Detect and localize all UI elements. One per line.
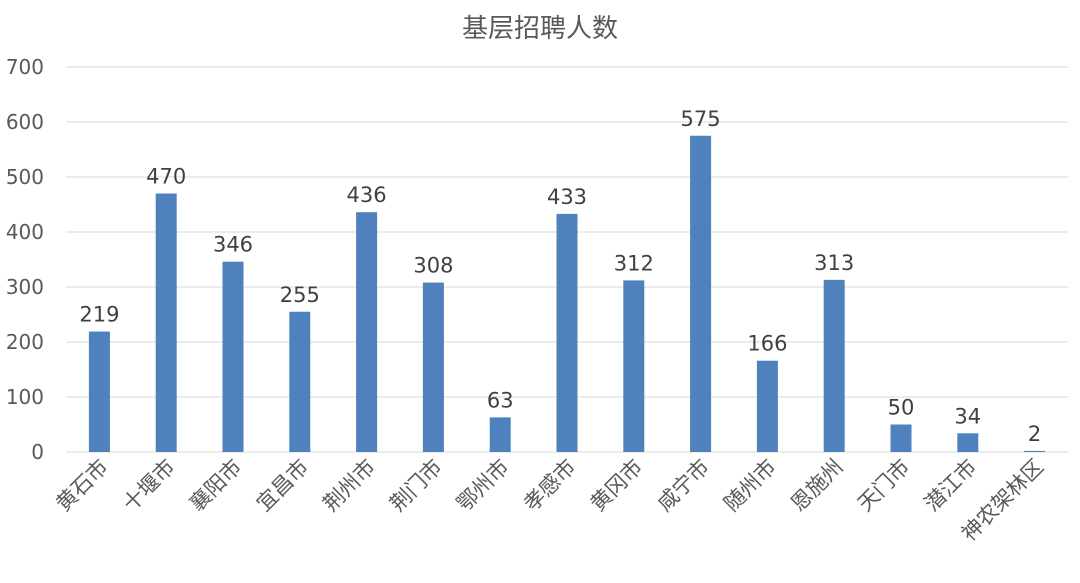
bar [623, 280, 645, 452]
bar [155, 193, 177, 452]
data-label: 436 [347, 183, 387, 207]
x-axis-ticks: 黄石市 十堰市 襄阳市 宜昌市 荆州市 荆门市 鄂州市 孝感市 黄冈市 咸宁市 随州市 恩施州 天门市潜… [51, 455, 1048, 546]
x-tick-label: 宜昌市 [252, 455, 314, 517]
bar [556, 213, 578, 452]
y-tick-label: 500 [6, 165, 44, 189]
y-tick-label: 700 [6, 55, 44, 79]
x-tick-label: 孝感市 [519, 455, 581, 517]
data-label: 63 [487, 388, 514, 412]
chart-title: 基层招聘人数 [462, 14, 618, 44]
x-tick-label: 潜江市 [920, 455, 982, 517]
data-label: 166 [747, 332, 787, 356]
bar [957, 433, 979, 452]
bar [756, 360, 778, 452]
x-tick-label: 咸宁市 [653, 455, 715, 517]
bars [88, 135, 1046, 452]
bar [690, 135, 712, 452]
x-tick-label: 荆门市 [385, 455, 447, 517]
x-tick-label: 鄂州市 [452, 455, 514, 517]
bar [489, 417, 511, 452]
x-tick-label: 随州市 [719, 455, 781, 517]
bar [890, 424, 912, 452]
data-label: 50 [888, 396, 915, 420]
bar [289, 311, 311, 452]
bar [1024, 450, 1046, 452]
bar [356, 212, 378, 452]
y-tick-label: 300 [6, 275, 44, 299]
data-labels: 219 470 346 255 436 308 63 433 312 575 166 313 50 34 2 [79, 107, 1041, 446]
data-label: 433 [547, 185, 587, 209]
x-tick-label: 黄冈市 [586, 455, 648, 517]
bar [88, 331, 110, 452]
y-tick-label: 0 [31, 440, 44, 464]
x-tick-label: 恩施州 [786, 455, 848, 517]
x-tick-label: 荆州市 [319, 455, 381, 517]
data-label: 219 [79, 303, 119, 327]
bar [823, 279, 845, 452]
data-label: 575 [681, 107, 721, 131]
data-label: 313 [814, 251, 854, 275]
x-tick-label: 十堰市 [118, 455, 180, 517]
bar [422, 282, 444, 452]
x-tick-label: 黄石市 [51, 455, 113, 517]
x-tick-label: 襄阳市 [185, 455, 247, 517]
x-tick-label: 天门市 [853, 455, 915, 517]
data-label: 308 [413, 254, 453, 278]
data-label: 346 [213, 233, 253, 257]
y-tick-label: 200 [6, 330, 44, 354]
data-label: 312 [614, 251, 654, 275]
y-tick-label: 100 [6, 385, 44, 409]
bar [222, 261, 244, 452]
data-label: 255 [280, 283, 320, 307]
y-axis-ticks: 0 100 200 300 400 500 600 700 [6, 55, 44, 464]
data-label: 2 [1028, 422, 1041, 446]
data-label: 470 [146, 165, 186, 189]
data-label: 34 [954, 404, 981, 428]
y-tick-label: 400 [6, 220, 44, 244]
y-tick-label: 600 [6, 110, 44, 134]
